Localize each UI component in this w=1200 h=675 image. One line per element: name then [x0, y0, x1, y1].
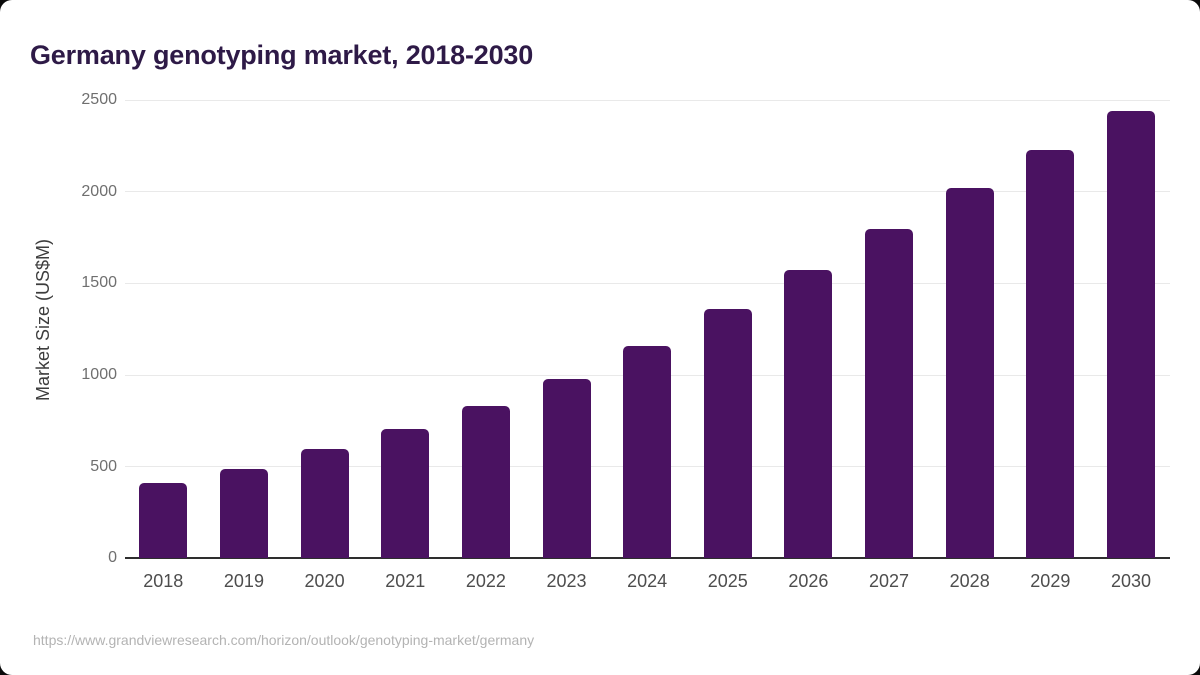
x-axis-line [125, 557, 1170, 560]
y-tick-0: 0 [108, 549, 117, 567]
bar-2028 [945, 187, 994, 559]
x-tick-2029: 2029 [1030, 571, 1071, 591]
x-tick-2030: 2030 [1110, 571, 1151, 591]
bar-2018 [139, 482, 188, 559]
x-tick-2018: 2018 [143, 571, 184, 591]
source-url: https://www.grandviewresearch.com/horizo… [33, 632, 535, 648]
bar-2027 [865, 229, 914, 559]
x-tick-2027: 2027 [869, 571, 910, 591]
x-tick-2026: 2026 [788, 571, 829, 591]
bar-2026 [784, 269, 833, 559]
bar-2020 [300, 449, 349, 559]
bar-2021 [381, 429, 430, 559]
x-tick-2023: 2023 [546, 571, 587, 591]
y-tick-1500: 1500 [81, 274, 117, 292]
gridline-1500 [125, 282, 1170, 284]
chart-title: Germany genotyping market, 2018-2030 [30, 40, 534, 71]
gridline-2000 [125, 191, 1170, 193]
x-tick-2028: 2028 [949, 571, 990, 591]
bar-2023 [542, 378, 591, 559]
bar-2030 [1106, 110, 1155, 559]
y-tick-2000: 2000 [81, 182, 117, 200]
bar-2024 [623, 345, 672, 559]
x-tick-2024: 2024 [627, 571, 668, 591]
x-tick-2020: 2020 [304, 571, 345, 591]
bar-2029 [1026, 150, 1075, 559]
bar-2022 [461, 405, 510, 559]
x-tick-2025: 2025 [707, 571, 748, 591]
gridline-2500 [125, 99, 1170, 101]
bar-2025 [703, 308, 752, 559]
y-tick-1000: 1000 [81, 366, 117, 384]
x-tick-2022: 2022 [465, 571, 506, 591]
x-tick-2021: 2021 [385, 571, 426, 591]
bar-2019 [219, 469, 268, 559]
y-tick-500: 500 [90, 457, 117, 475]
x-tick-2019: 2019 [223, 571, 264, 591]
y-tick-2500: 2500 [81, 91, 117, 109]
